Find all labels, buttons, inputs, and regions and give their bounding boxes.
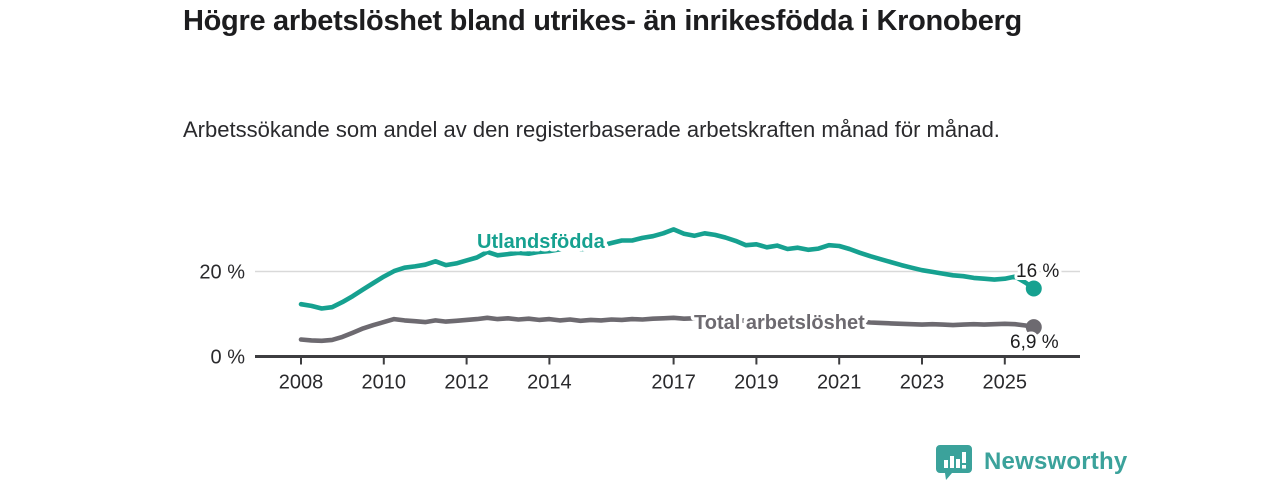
x-tick-label-2010: 2010 bbox=[362, 372, 407, 394]
x-tick-label-2019: 2019 bbox=[734, 372, 779, 394]
chart-title: Högre arbetslöshet bland utrikes- än inr… bbox=[183, 5, 1022, 37]
x-tick-label-2014: 2014 bbox=[527, 372, 572, 394]
newsworthy-logo: Newsworthy bbox=[936, 444, 1127, 480]
series-end-dot-total-arbetslöshet bbox=[1025, 319, 1042, 336]
x-tick-label-2025: 2025 bbox=[983, 372, 1028, 394]
y-axis-label-20: 20 % bbox=[199, 262, 245, 284]
x-tick-label-2012: 2012 bbox=[444, 372, 489, 394]
series-label-total-arbetslöshet: Total arbetslöshet bbox=[694, 312, 865, 334]
x-tick-label-2008: 2008 bbox=[279, 372, 324, 394]
x-tick-label-2021: 2021 bbox=[817, 372, 862, 394]
series-end-dot-utlandsfödda bbox=[1025, 280, 1042, 297]
x-tick-label-2023: 2023 bbox=[900, 372, 945, 394]
end-value-label-utlandsfödda: 16 % bbox=[1016, 261, 1059, 282]
series-line-utlandsfödda bbox=[298, 227, 1037, 311]
x-tick-label-2017: 2017 bbox=[651, 372, 696, 394]
y-axis-label-0: 0 % bbox=[211, 347, 246, 369]
chart-subtitle: Arbetssökande som andel av den registerb… bbox=[183, 117, 1000, 142]
series-line-total-arbetslöshet bbox=[298, 315, 1037, 344]
newsworthy-logo-text: Newsworthy bbox=[984, 448, 1128, 475]
end-value-label-total-arbetslöshet: 6,9 % bbox=[1010, 332, 1059, 353]
newsworthy-bubble-icon bbox=[936, 445, 972, 480]
series-label-utlandsfödda: Utlandsfödda bbox=[477, 231, 606, 253]
